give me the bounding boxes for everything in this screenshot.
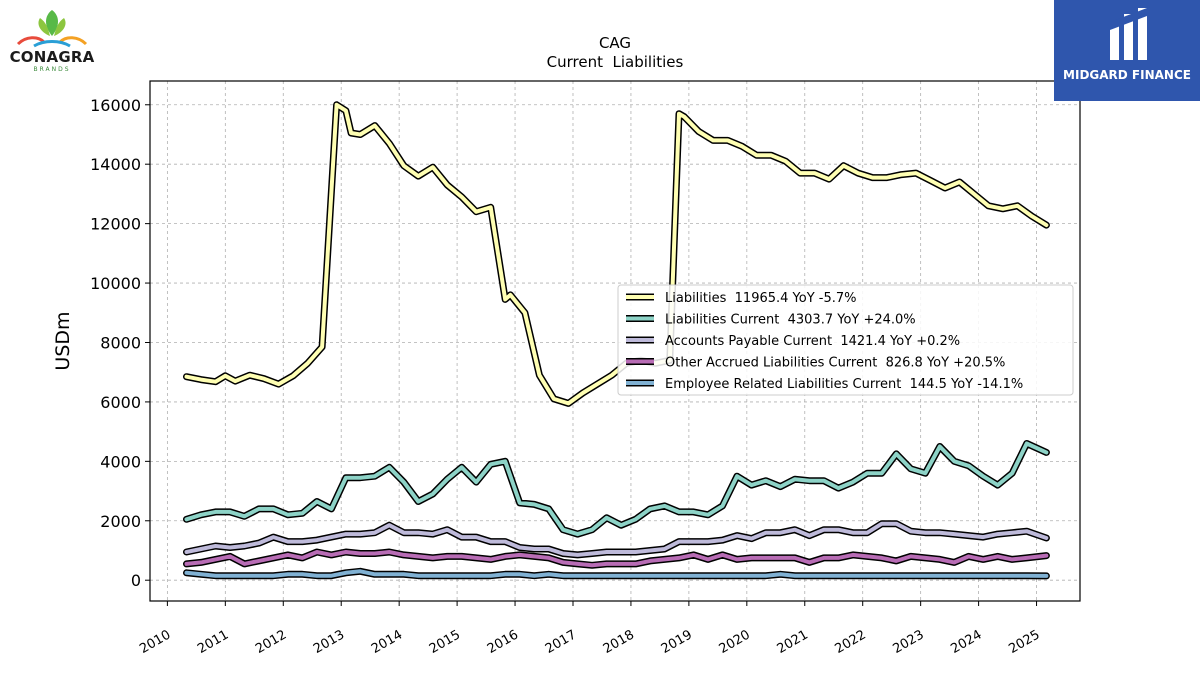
midgard-finance-logo: MIDGARD FINANCE [1054, 0, 1200, 101]
x-tick-label: 2014 [369, 627, 405, 657]
y-tick-label: 6000 [100, 393, 141, 412]
legend-box [617, 284, 1074, 396]
legend: Liabilities 11965.4 YoY -5.7% Liabilities… [617, 284, 1074, 396]
leaf-icon [16, 10, 88, 48]
x-tick-label: 2019 [659, 627, 695, 657]
x-tick-label: 2017 [543, 627, 579, 657]
legend-label: Employee Related Liabilities Current 144… [665, 377, 1023, 392]
y-tick-label: 16000 [90, 96, 141, 115]
y-axis-label: USDm [52, 311, 74, 370]
x-tick-label: 2015 [427, 627, 463, 657]
y-tick-label: 2000 [100, 512, 141, 531]
x-tick-label: 2013 [311, 627, 347, 657]
legend-label: Liabilities 11965.4 YoY -5.7% [665, 291, 857, 306]
midgard-wordmark: MIDGARD FINANCE [1063, 68, 1191, 82]
series-line-outline [183, 440, 1050, 538]
plot-frame [149, 80, 1081, 602]
y-axis-ticks: 0 2000 4000 6000 8000 10000 12000 14000 16000 [90, 96, 150, 590]
chart-title: CAG [599, 34, 631, 52]
series-line [184, 102, 1049, 406]
conagra-wordmark: CONAGRA [9, 48, 95, 66]
y-tick-label: 14000 [90, 155, 141, 174]
y-tick-label: 4000 [100, 452, 141, 471]
legend-label: Liabilities Current 4303.7 YoY +24.0% [665, 313, 916, 328]
x-tick-label: 2010 [137, 627, 173, 657]
x-tick-label: 2011 [195, 627, 231, 657]
series-line [184, 521, 1049, 557]
series-line [184, 550, 1049, 568]
y-tick-label: 10000 [90, 274, 141, 293]
x-tick-label: 2022 [833, 627, 869, 657]
x-tick-label: 2020 [717, 627, 753, 657]
series-lines [183, 101, 1050, 580]
chart-subtitle: Current Liabilities [547, 53, 684, 71]
x-tick-label: 2024 [948, 627, 984, 657]
y-tick-label: 0 [131, 571, 141, 590]
x-tick-label: 2016 [485, 627, 521, 657]
y-tick-label: 8000 [100, 333, 141, 352]
series-line [184, 569, 1049, 578]
conagra-subtitle: BRANDS [33, 66, 71, 73]
x-tick-label: 2018 [601, 627, 637, 657]
x-axis-ticks: 2010 2011 2012 2013 2014 2015 2016 2017 2018 2019… [137, 601, 1043, 657]
x-tick-label: 2023 [890, 627, 926, 657]
x-tick-label: 2021 [775, 627, 811, 657]
y-tick-label: 12000 [90, 215, 141, 234]
legend-label: Accounts Payable Current 1421.4 YoY +0.2… [665, 334, 960, 349]
midgard-mark-icon [1110, 8, 1147, 60]
x-tick-label: 2025 [1006, 627, 1042, 657]
legend-label: Other Accrued Liabilities Current 826.8 … [665, 356, 1005, 371]
x-tick-label: 2012 [253, 627, 289, 657]
conagra-logo: CONAGRA BRANDS [4, 6, 100, 76]
series-line [184, 441, 1049, 537]
